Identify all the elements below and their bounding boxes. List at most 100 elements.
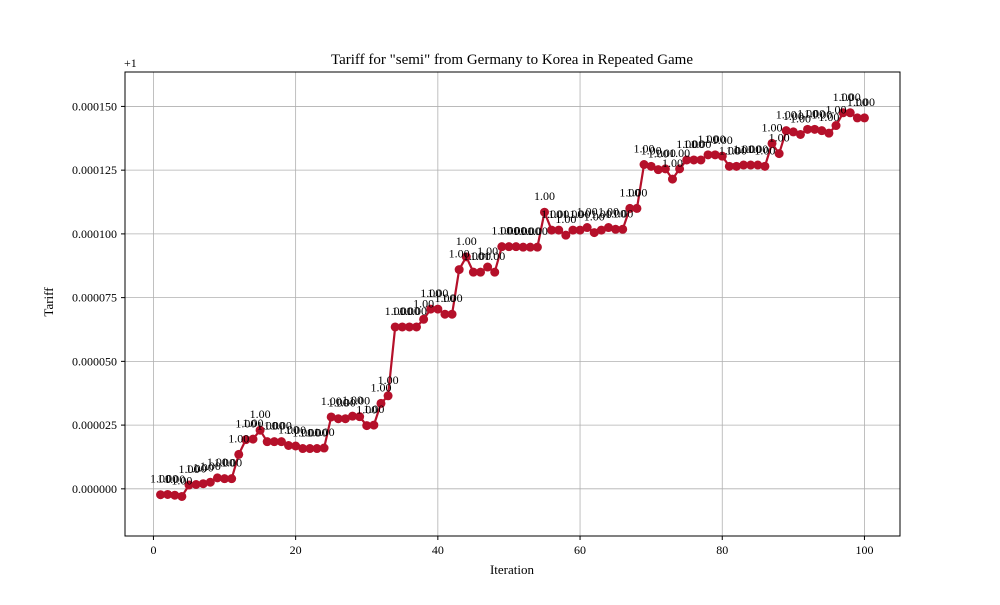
data-point: [269, 437, 279, 447]
data-point: [412, 322, 422, 332]
data-point: [248, 434, 258, 444]
data-point: [554, 225, 564, 235]
data-label: 1.00: [506, 224, 527, 238]
data-point: [653, 165, 663, 175]
x-tick-label: 20: [290, 543, 302, 557]
data-point: [390, 322, 400, 332]
grid: [125, 72, 900, 536]
data-point: [575, 225, 585, 235]
data-point: [198, 479, 208, 489]
y-tick-label: 0.000150: [72, 99, 117, 113]
data-label: 1.00: [342, 393, 363, 407]
data-label: 1.00: [513, 224, 534, 238]
y-tick-label: 0.000075: [72, 291, 117, 305]
data-point: [163, 489, 173, 499]
plot-frame: [124, 71, 901, 537]
data-point: [348, 411, 358, 421]
data-label: 1.00: [392, 304, 413, 318]
data-label: 1.00: [271, 419, 292, 433]
data-label: 1.00: [783, 109, 804, 123]
data-label: 1.00: [712, 133, 733, 147]
data-label: 1.00: [833, 90, 854, 104]
data-label: 1.00: [186, 462, 207, 476]
data-label: 1.00: [818, 110, 839, 124]
data-label: 1.00: [221, 456, 242, 470]
data-point: [362, 421, 372, 431]
data-point: [582, 223, 592, 233]
data-label: 1.00: [385, 304, 406, 318]
data-label: 1.00: [264, 419, 285, 433]
data-label: 1.00: [207, 455, 228, 469]
data-label: 1.00: [314, 425, 335, 439]
data-point: [383, 391, 393, 401]
data-point: [731, 161, 741, 171]
data-label: 1.00: [321, 394, 342, 408]
data-point: [682, 155, 692, 165]
data-point: [703, 150, 713, 160]
data-label: 1.00: [705, 132, 726, 146]
data-point: [817, 126, 827, 136]
data-label: 1.00: [328, 396, 349, 410]
data-label: 1.00: [676, 137, 697, 151]
data-point: [639, 160, 649, 170]
x-tick-label: 0: [150, 543, 156, 557]
data-label: 1.00: [726, 143, 747, 157]
data-point: [632, 203, 642, 213]
data-label: 1.00: [278, 422, 299, 436]
data-point: [369, 420, 379, 430]
y-tick-label: 0.000125: [72, 163, 117, 177]
data-point: [831, 121, 841, 131]
data-point: [795, 129, 805, 139]
data-label: 1.00: [292, 426, 313, 440]
data-label: 1.00: [427, 286, 448, 300]
data-label: 1.00: [754, 143, 775, 157]
data-label: 1.00: [719, 143, 740, 157]
data-label: 1.00: [299, 426, 320, 440]
data-label: 1.00: [605, 206, 626, 220]
data-point: [404, 322, 414, 332]
data-label: 1.00: [541, 207, 562, 221]
data-label: 1.00: [306, 426, 327, 440]
data-label: 1.00: [534, 189, 555, 203]
data-point: [724, 161, 734, 171]
data-label: 1.00: [591, 207, 612, 221]
data-label: 1.00: [442, 291, 463, 305]
data-label: 1.00: [470, 249, 491, 263]
data-point: [774, 149, 784, 159]
data-label: 1.00: [804, 106, 825, 120]
data-label: 1.00: [762, 120, 783, 134]
data-label: 1.00: [413, 296, 434, 310]
data-point: [305, 444, 315, 454]
data-label: 1.00: [498, 224, 519, 238]
data-point: [803, 124, 813, 134]
data-point: [191, 480, 201, 490]
data-point: [660, 164, 670, 174]
data-label: 1.00: [769, 131, 790, 145]
data-label: 1.00: [698, 132, 719, 146]
y-axis-label: Tariff: [41, 287, 56, 317]
data-label: 1.00: [790, 111, 811, 125]
data-point: [760, 161, 770, 171]
data-point: [284, 440, 294, 450]
data-point: [689, 155, 699, 165]
data-point: [646, 161, 656, 171]
data-label: 1.00: [577, 205, 598, 219]
data-label: 1.00: [434, 291, 455, 305]
data-point: [447, 309, 457, 319]
data-point: [810, 124, 820, 134]
data-label: 1.00: [370, 380, 391, 394]
data-label: 1.00: [598, 205, 619, 219]
data-label: 1.00: [171, 473, 192, 487]
data-point: [312, 444, 322, 454]
data-point: [170, 490, 180, 500]
x-tick-label: 40: [432, 543, 444, 557]
data-label: 1.00: [420, 286, 441, 300]
data-label: 1.00: [626, 185, 647, 199]
data-point: [824, 128, 834, 138]
data-label: 1.00: [548, 207, 569, 221]
data-point: [739, 160, 749, 170]
data-point: [276, 437, 286, 447]
data-point: [788, 127, 798, 137]
data-label: 1.00: [555, 212, 576, 226]
